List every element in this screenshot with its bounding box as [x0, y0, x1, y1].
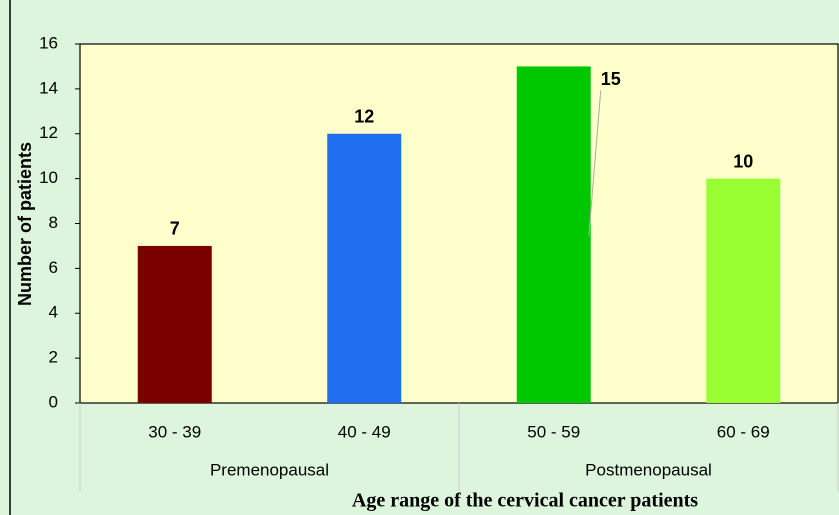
bar — [327, 133, 402, 403]
data-label: 12 — [354, 107, 374, 127]
bar — [137, 245, 212, 403]
leader-line — [588, 90, 602, 237]
x-tick-label: 50 - 59 — [527, 422, 580, 441]
x-tick-label: 60 - 69 — [717, 422, 770, 441]
group-label: Postmenopausal — [585, 460, 712, 479]
x-tick-label: 30 - 39 — [148, 422, 201, 441]
y-tick-label: 0 — [49, 392, 58, 411]
y-tick-label: 10 — [39, 168, 58, 187]
x-tick-label: 40 - 49 — [338, 422, 391, 441]
bar — [706, 178, 781, 403]
data-label: 10 — [733, 151, 753, 171]
y-tick-label: 6 — [49, 258, 58, 277]
data-label: 7 — [170, 219, 180, 239]
y-tick-label: 16 — [39, 33, 58, 52]
data-label: 15 — [601, 69, 621, 89]
bar — [516, 66, 591, 403]
y-tick-label: 2 — [49, 348, 58, 367]
x-axis-label: Age range of the cervical cancer patient… — [352, 490, 698, 512]
y-tick-label: 4 — [49, 303, 58, 322]
y-tick-label: 14 — [39, 78, 58, 97]
y-tick-label: 8 — [49, 213, 58, 232]
group-label: Premenopausal — [210, 460, 329, 479]
y-tick-label: 12 — [39, 123, 58, 142]
y-axis-label: Number of patients — [15, 142, 35, 306]
